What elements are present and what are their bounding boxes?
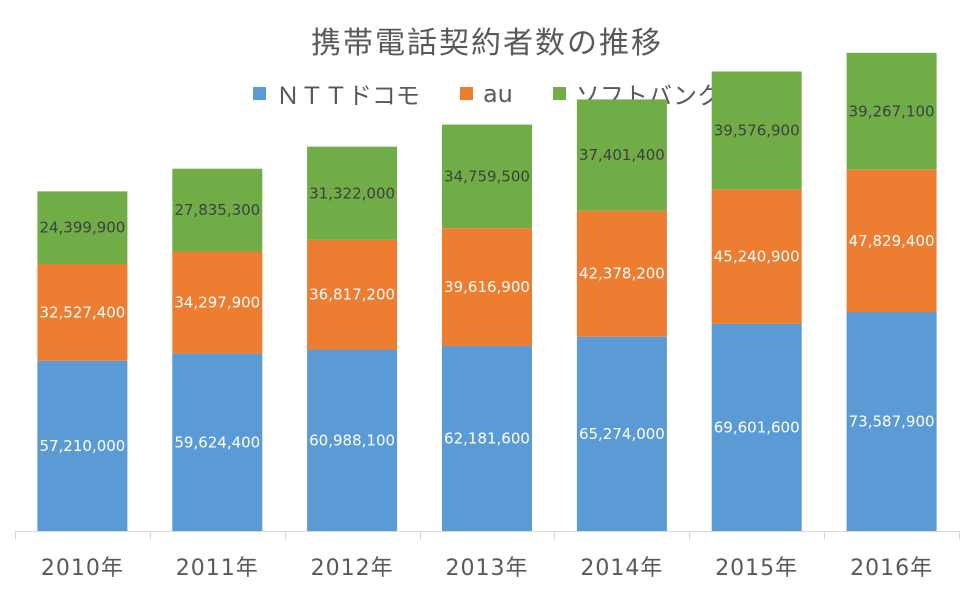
bar-segment-2-2 xyxy=(307,146,398,240)
bar-label-2-1: 27,835,300 xyxy=(174,201,260,219)
bar-segment-1-5 xyxy=(711,189,802,324)
bar-segment-0-0 xyxy=(37,360,128,531)
x-tick-label-4: 2014年 xyxy=(580,556,663,581)
bar-label-1-5: 45,240,900 xyxy=(714,248,800,266)
bar-label-2-5: 39,576,900 xyxy=(714,121,800,139)
bar-label-2-6: 39,267,100 xyxy=(849,102,935,120)
bar-label-1-1: 34,297,900 xyxy=(174,294,260,312)
chart-title: 携帯電話契約者数の推移 xyxy=(311,26,663,61)
bar-label-0-0: 57,210,000 xyxy=(39,437,125,455)
legend-item-docomo: ＮＴＴドコモ xyxy=(252,76,420,111)
bar-label-0-6: 73,587,900 xyxy=(849,413,935,431)
bar-segment-1-0 xyxy=(37,264,128,361)
bar-segment-0-5 xyxy=(711,323,802,531)
x-tick-label-0: 2010年 xyxy=(41,556,124,581)
bar-label-0-2: 60,988,100 xyxy=(309,431,395,449)
legend-label-docomo: ＮＴＴドコモ xyxy=(275,82,420,110)
bar-label-2-2: 31,322,000 xyxy=(309,184,395,202)
x-tick-label-6: 2016年 xyxy=(850,556,933,581)
bar-segment-2-1 xyxy=(172,168,263,252)
bar-label-0-5: 69,601,600 xyxy=(714,418,800,436)
legend-label-au: au xyxy=(482,79,513,108)
x-tick-label-3: 2013年 xyxy=(446,556,529,581)
bar-label-2-0: 24,399,900 xyxy=(39,219,125,237)
bar-label-2-3: 34,759,500 xyxy=(444,167,530,185)
x-tick-label-2: 2012年 xyxy=(311,556,394,581)
bar-segment-1-6 xyxy=(846,169,937,312)
legend-swatch-au xyxy=(459,87,473,100)
bar-segment-0-1 xyxy=(172,353,263,531)
legend-swatch-docomo xyxy=(252,87,266,100)
bar-segment-1-4 xyxy=(576,210,667,337)
bar-label-1-6: 47,829,400 xyxy=(849,232,935,250)
bar-label-2-4: 37,401,400 xyxy=(579,146,665,164)
bar-segment-2-5 xyxy=(711,71,802,190)
bar-segment-1-2 xyxy=(307,240,398,350)
x-tick-label-1: 2011年 xyxy=(176,556,259,581)
bar-segment-0-6 xyxy=(846,312,937,531)
bar-segment-0-2 xyxy=(307,349,398,531)
bar-label-1-4: 42,378,200 xyxy=(579,265,665,283)
bar-label-0-3: 62,181,600 xyxy=(444,430,530,448)
bar-segment-0-3 xyxy=(442,346,532,531)
bar-label-1-3: 39,616,900 xyxy=(444,278,530,296)
bar-segment-2-0 xyxy=(37,191,128,264)
bar-segment-1-3 xyxy=(442,228,532,346)
bar-label-0-4: 65,274,000 xyxy=(579,425,665,443)
x-tick-label-5: 2015年 xyxy=(715,556,798,581)
bar-segment-2-3 xyxy=(442,124,532,228)
bar-label-0-1: 59,624,400 xyxy=(174,433,260,451)
bar-segment-2-4 xyxy=(576,99,667,211)
bar-label-1-0: 32,527,400 xyxy=(39,303,125,321)
bar-segment-2-6 xyxy=(846,52,937,170)
legend-swatch-softbank xyxy=(552,87,566,100)
bar-segment-0-4 xyxy=(576,336,667,531)
legend-item-au: au xyxy=(459,79,513,108)
bar-label-1-2: 36,817,200 xyxy=(309,286,395,304)
bar-segment-1-1 xyxy=(172,251,263,354)
